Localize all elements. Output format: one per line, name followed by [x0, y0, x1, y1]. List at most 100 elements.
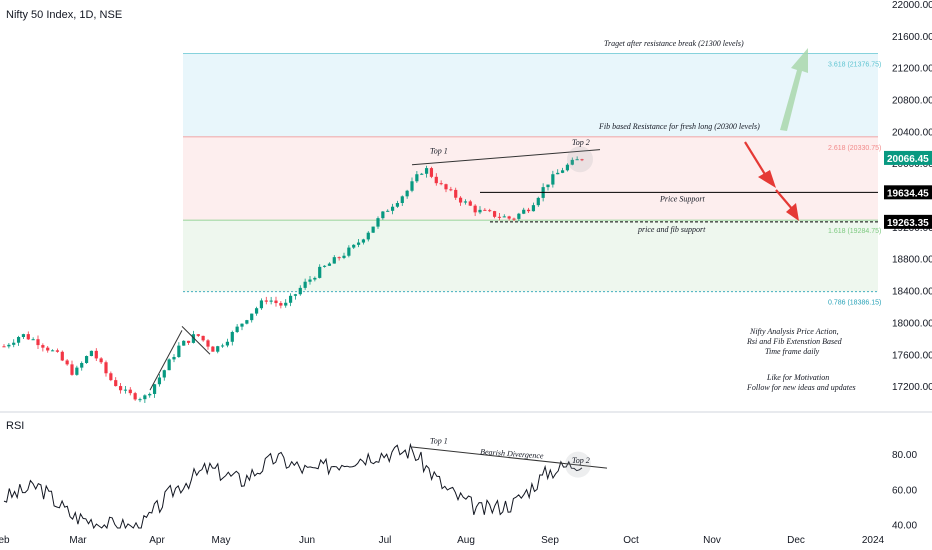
- candle-up: [75, 367, 79, 375]
- candle-up: [560, 170, 565, 173]
- sell-arrow-2-head-icon: [786, 203, 799, 221]
- candle-down: [439, 183, 443, 185]
- candle-up: [361, 239, 366, 243]
- candle-down: [186, 340, 191, 343]
- candle-up: [318, 266, 322, 278]
- top2-highlight: [567, 146, 593, 173]
- candle-up: [410, 181, 414, 191]
- candle-up: [356, 242, 361, 245]
- candle-up: [420, 173, 424, 175]
- candle-up: [12, 342, 16, 345]
- candle-down: [114, 380, 118, 387]
- candle-down: [65, 360, 69, 365]
- candle-up: [298, 287, 302, 295]
- candle-up: [84, 356, 89, 364]
- candle-up: [167, 359, 171, 371]
- candle-up: [502, 216, 506, 218]
- candle-up: [400, 196, 404, 204]
- candle-up: [245, 320, 249, 324]
- candle-down: [434, 176, 438, 184]
- time-axis-tick-label: 2024: [862, 535, 885, 546]
- time-axis-tick-label: Apr: [149, 535, 165, 546]
- candle-up: [177, 345, 181, 357]
- candle-down: [483, 209, 487, 211]
- candle-down: [211, 346, 215, 352]
- candle-up: [216, 346, 220, 352]
- candle-up: [327, 263, 332, 266]
- candle-up: [546, 184, 550, 188]
- breakdown-trendline: [181, 326, 211, 355]
- candle-up: [536, 197, 540, 206]
- candle-down: [488, 210, 492, 212]
- rsi-panel-title: RSI: [6, 420, 25, 432]
- rsi-axis-tick-label: 40.00: [892, 520, 917, 531]
- candle-down: [580, 159, 584, 161]
- candle-up: [157, 377, 162, 385]
- price-axis-tick-label: 18800.00: [892, 255, 932, 266]
- candle-up: [50, 350, 55, 352]
- candle-up: [332, 257, 336, 264]
- candle-down: [128, 389, 132, 394]
- time-axis-tick-label: May: [212, 535, 231, 546]
- fib-zone-lower: [183, 220, 878, 292]
- candle-up: [250, 313, 254, 321]
- candle-down: [104, 362, 108, 374]
- candle-up: [352, 244, 356, 248]
- candle-up: [235, 326, 239, 332]
- sell-arrow-1-icon: [744, 141, 767, 177]
- candle-down: [264, 300, 268, 302]
- candle-up: [31, 339, 35, 341]
- price-axis-tick-label: 21200.00: [892, 64, 932, 75]
- time-axis-tick-label: Sep: [541, 535, 559, 546]
- candle-up: [182, 340, 186, 346]
- candle-up: [371, 226, 375, 233]
- candle-down: [497, 216, 502, 218]
- price-axis-tick-label: 18000.00: [892, 318, 932, 329]
- note-line: Like for Motivation: [766, 373, 829, 382]
- rsi-top1-label: Top 1: [430, 437, 448, 446]
- candle-down: [449, 189, 453, 191]
- candle-up: [313, 277, 317, 280]
- candle-down: [206, 340, 210, 347]
- candle-up: [415, 174, 419, 182]
- rsi-axis-tick-label: 80.00: [892, 450, 917, 461]
- price-axis-tick-label: 21600.00: [892, 32, 932, 43]
- candle-up: [293, 294, 298, 296]
- candle-down: [473, 205, 477, 213]
- candle-down: [26, 334, 30, 340]
- candle-up: [80, 363, 84, 368]
- candle-up: [230, 331, 234, 342]
- price-axis-tick-label: 20800.00: [892, 96, 932, 107]
- candle-down: [429, 168, 434, 177]
- price-axis-tick-label: 22000.00: [892, 0, 932, 11]
- candle-down: [458, 197, 463, 203]
- candle-down: [2, 346, 6, 348]
- price-axis-tick-label: 17600.00: [892, 350, 932, 361]
- rsi-top2-label: Top 2: [572, 456, 590, 465]
- candle-down: [94, 350, 98, 359]
- candle-up: [21, 334, 26, 338]
- divergence-trendline: [411, 446, 608, 469]
- candle-up: [123, 389, 128, 391]
- candle-up: [303, 281, 307, 288]
- time-axis-tick-label: Nov: [703, 535, 721, 546]
- candle-down: [512, 218, 516, 220]
- candle-up: [240, 323, 244, 327]
- candle-up: [152, 384, 157, 394]
- price-tag-box: [884, 150, 932, 165]
- candle-up: [366, 232, 370, 240]
- candle-up: [551, 174, 555, 185]
- candle-down: [526, 209, 531, 212]
- top2-label: Top 2: [572, 138, 590, 147]
- candle-up: [347, 247, 351, 256]
- resistance-annotation: Fib based Resistance for fresh long (203…: [598, 122, 760, 131]
- price-tag-value: 20066.45: [887, 154, 929, 165]
- candle-down: [337, 257, 341, 259]
- candle-up: [478, 209, 482, 213]
- candle-up: [522, 209, 526, 214]
- candle-down: [41, 345, 45, 348]
- candle-up: [269, 300, 273, 302]
- candle-up: [565, 164, 570, 171]
- candle-down: [274, 300, 278, 304]
